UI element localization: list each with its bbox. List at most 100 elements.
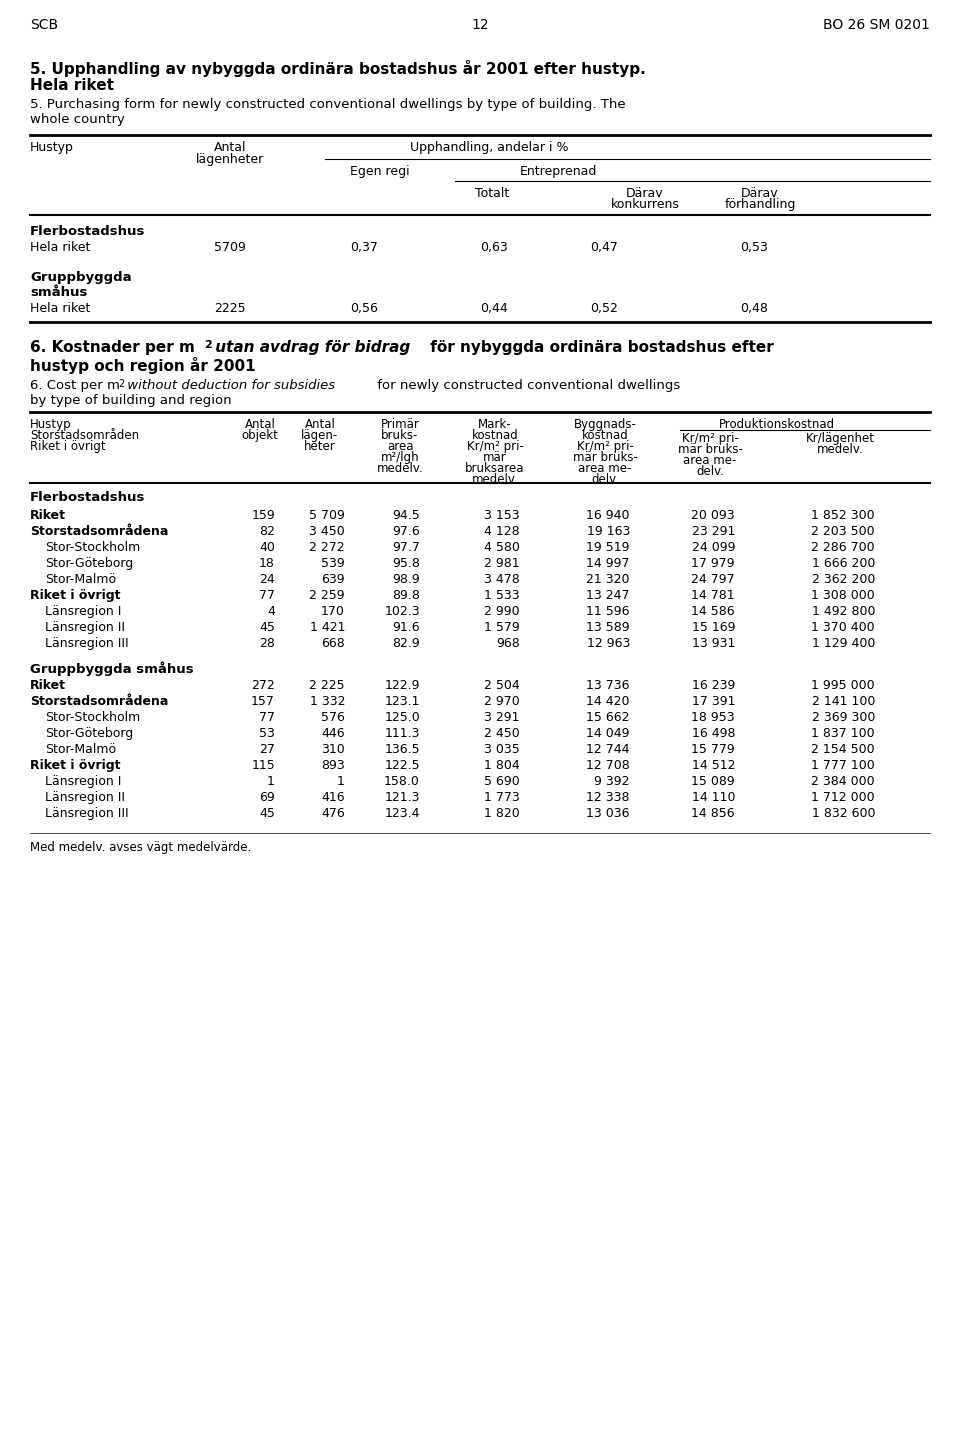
Text: 16 239: 16 239 xyxy=(691,679,735,692)
Text: 13 247: 13 247 xyxy=(587,589,630,602)
Text: 111.3: 111.3 xyxy=(385,726,420,740)
Text: 5709: 5709 xyxy=(214,241,246,254)
Text: 18 953: 18 953 xyxy=(691,710,735,724)
Text: 1 712 000: 1 712 000 xyxy=(811,792,875,803)
Text: 2 141 100: 2 141 100 xyxy=(811,695,875,708)
Text: 102.3: 102.3 xyxy=(384,605,420,618)
Text: Storstadsområden: Storstadsområden xyxy=(30,429,139,442)
Text: 4 580: 4 580 xyxy=(484,541,520,554)
Text: 16 498: 16 498 xyxy=(691,726,735,740)
Text: bruksarea: bruksarea xyxy=(466,463,525,476)
Text: without deduction for subsidies: without deduction for subsidies xyxy=(123,378,335,392)
Text: 0,63: 0,63 xyxy=(480,241,508,254)
Text: 1 332: 1 332 xyxy=(309,695,345,708)
Text: 1 837 100: 1 837 100 xyxy=(811,726,875,740)
Text: medelv.: medelv. xyxy=(817,444,863,455)
Text: 1 995 000: 1 995 000 xyxy=(811,679,875,692)
Text: Med medelv. avses vägt medelvärde.: Med medelv. avses vägt medelvärde. xyxy=(30,841,252,854)
Text: 2 286 700: 2 286 700 xyxy=(811,541,875,554)
Text: 170: 170 xyxy=(322,605,345,618)
Text: 639: 639 xyxy=(322,573,345,586)
Text: 15 779: 15 779 xyxy=(691,742,735,755)
Text: 272: 272 xyxy=(252,679,275,692)
Text: 2 259: 2 259 xyxy=(309,589,345,602)
Text: 89.8: 89.8 xyxy=(392,589,420,602)
Text: Totalt: Totalt xyxy=(475,187,509,200)
Text: 97.6: 97.6 xyxy=(393,525,420,538)
Text: 45: 45 xyxy=(259,621,275,634)
Text: 125.0: 125.0 xyxy=(384,710,420,724)
Text: 13 931: 13 931 xyxy=(691,637,735,650)
Text: 5 709: 5 709 xyxy=(309,509,345,522)
Text: 3 035: 3 035 xyxy=(484,742,520,755)
Text: Primär: Primär xyxy=(380,418,420,431)
Text: 1 370 400: 1 370 400 xyxy=(811,621,875,634)
Text: 2 990: 2 990 xyxy=(485,605,520,618)
Text: for newly constructed conventional dwellings: for newly constructed conventional dwell… xyxy=(373,378,681,392)
Text: 77: 77 xyxy=(259,710,275,724)
Text: 1 804: 1 804 xyxy=(484,758,520,771)
Text: Stor-Stockholm: Stor-Stockholm xyxy=(45,710,140,724)
Text: 14 110: 14 110 xyxy=(691,792,735,803)
Text: lägenheter: lägenheter xyxy=(196,154,264,165)
Text: Länsregion III: Länsregion III xyxy=(45,637,129,650)
Text: 2 384 000: 2 384 000 xyxy=(811,774,875,787)
Text: 12 963: 12 963 xyxy=(587,637,630,650)
Text: Storstadsområdena: Storstadsområdena xyxy=(30,525,168,538)
Text: för nybyggda ordinära bostadshus efter: för nybyggda ordinära bostadshus efter xyxy=(425,339,774,355)
Text: Kr/m² pri-: Kr/m² pri- xyxy=(682,432,738,445)
Text: lägen-: lägen- xyxy=(301,429,339,442)
Text: 14 997: 14 997 xyxy=(587,557,630,570)
Text: 1 820: 1 820 xyxy=(484,808,520,821)
Text: 97.7: 97.7 xyxy=(392,541,420,554)
Text: 23 291: 23 291 xyxy=(691,525,735,538)
Text: 19 163: 19 163 xyxy=(587,525,630,538)
Text: 476: 476 xyxy=(322,808,345,821)
Text: delv.: delv. xyxy=(696,465,724,478)
Text: 0,56: 0,56 xyxy=(350,302,378,315)
Text: 14 586: 14 586 xyxy=(691,605,735,618)
Text: 668: 668 xyxy=(322,637,345,650)
Text: Länsregion I: Länsregion I xyxy=(45,605,121,618)
Text: 3 478: 3 478 xyxy=(484,573,520,586)
Text: Stor-Göteborg: Stor-Göteborg xyxy=(45,726,133,740)
Text: heter: heter xyxy=(304,439,336,452)
Text: mär bruks-: mär bruks- xyxy=(572,451,637,464)
Text: 5. Purchasing form for newly constructed conventional dwellings by type of build: 5. Purchasing form for newly constructed… xyxy=(30,99,626,112)
Text: 968: 968 xyxy=(496,637,520,650)
Text: 1 666 200: 1 666 200 xyxy=(811,557,875,570)
Text: 893: 893 xyxy=(322,758,345,771)
Text: 158.0: 158.0 xyxy=(384,774,420,787)
Text: 9 392: 9 392 xyxy=(594,774,630,787)
Text: Flerbostadshus: Flerbostadshus xyxy=(30,225,145,238)
Text: 15 089: 15 089 xyxy=(691,774,735,787)
Text: Flerbostadshus: Flerbostadshus xyxy=(30,492,145,505)
Text: Hela riket: Hela riket xyxy=(30,78,114,93)
Text: 123.4: 123.4 xyxy=(385,808,420,821)
Text: 14 420: 14 420 xyxy=(587,695,630,708)
Text: 1 308 000: 1 308 000 xyxy=(811,589,875,602)
Text: 20 093: 20 093 xyxy=(691,509,735,522)
Text: Mark-: Mark- xyxy=(478,418,512,431)
Text: 5. Upphandling av nybyggda ordinära bostadshus år 2001 efter hustyp.: 5. Upphandling av nybyggda ordinära bost… xyxy=(30,59,651,77)
Text: area me-: area me- xyxy=(578,463,632,476)
Text: 94.5: 94.5 xyxy=(393,509,420,522)
Text: 3 291: 3 291 xyxy=(485,710,520,724)
Text: 53: 53 xyxy=(259,726,275,740)
Text: 17 391: 17 391 xyxy=(691,695,735,708)
Text: 1 579: 1 579 xyxy=(484,621,520,634)
Text: Stor-Malmö: Stor-Malmö xyxy=(45,573,116,586)
Text: 12 744: 12 744 xyxy=(587,742,630,755)
Text: 446: 446 xyxy=(322,726,345,740)
Text: Kr/m² pri-: Kr/m² pri- xyxy=(467,439,523,452)
Text: 1 773: 1 773 xyxy=(484,792,520,803)
Text: 82: 82 xyxy=(259,525,275,538)
Text: 539: 539 xyxy=(322,557,345,570)
Text: 6. Cost per m: 6. Cost per m xyxy=(30,378,120,392)
Text: 0,48: 0,48 xyxy=(740,302,768,315)
Text: Riket: Riket xyxy=(30,679,66,692)
Text: 2 203 500: 2 203 500 xyxy=(811,525,875,538)
Text: 1: 1 xyxy=(267,774,275,787)
Text: 19 519: 19 519 xyxy=(587,541,630,554)
Text: Därav: Därav xyxy=(626,187,663,200)
